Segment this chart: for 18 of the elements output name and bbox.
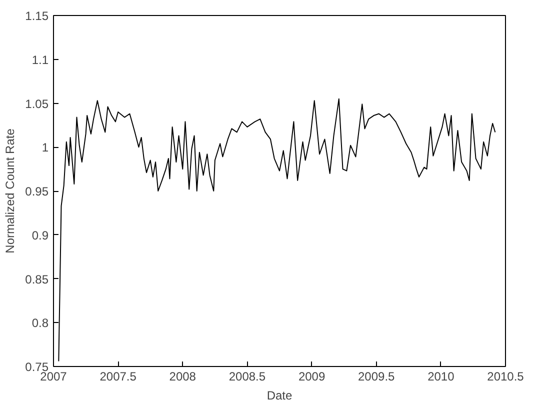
y-tick-label: 1.05	[25, 96, 49, 111]
x-tick-label: 2008.5	[228, 370, 266, 384]
y-tick-label: 1	[42, 140, 49, 155]
x-tick-label: 2007	[40, 370, 68, 384]
y-tick-label: 1.1	[32, 52, 49, 67]
x-tick-label: 2010	[428, 370, 455, 384]
x-tick-label: 2010.5	[487, 370, 524, 384]
y-tick-label: 0.95	[25, 184, 49, 198]
y-tick-label: 0.85	[25, 272, 49, 286]
y-tick-label: 0.9	[32, 228, 49, 242]
x-tick-label: 2008	[169, 370, 196, 384]
x-axis-title: Date	[266, 388, 292, 402]
x-tick-label: 2009	[298, 370, 326, 384]
y-axis-title: Normalized Count Rate	[3, 128, 18, 254]
y-tick-label: 0.8	[32, 316, 49, 330]
x-tick-label: 2009.5	[358, 370, 396, 384]
x-tick-label: 2007.5	[100, 370, 137, 384]
y-tick-label: 1.15	[25, 9, 49, 23]
